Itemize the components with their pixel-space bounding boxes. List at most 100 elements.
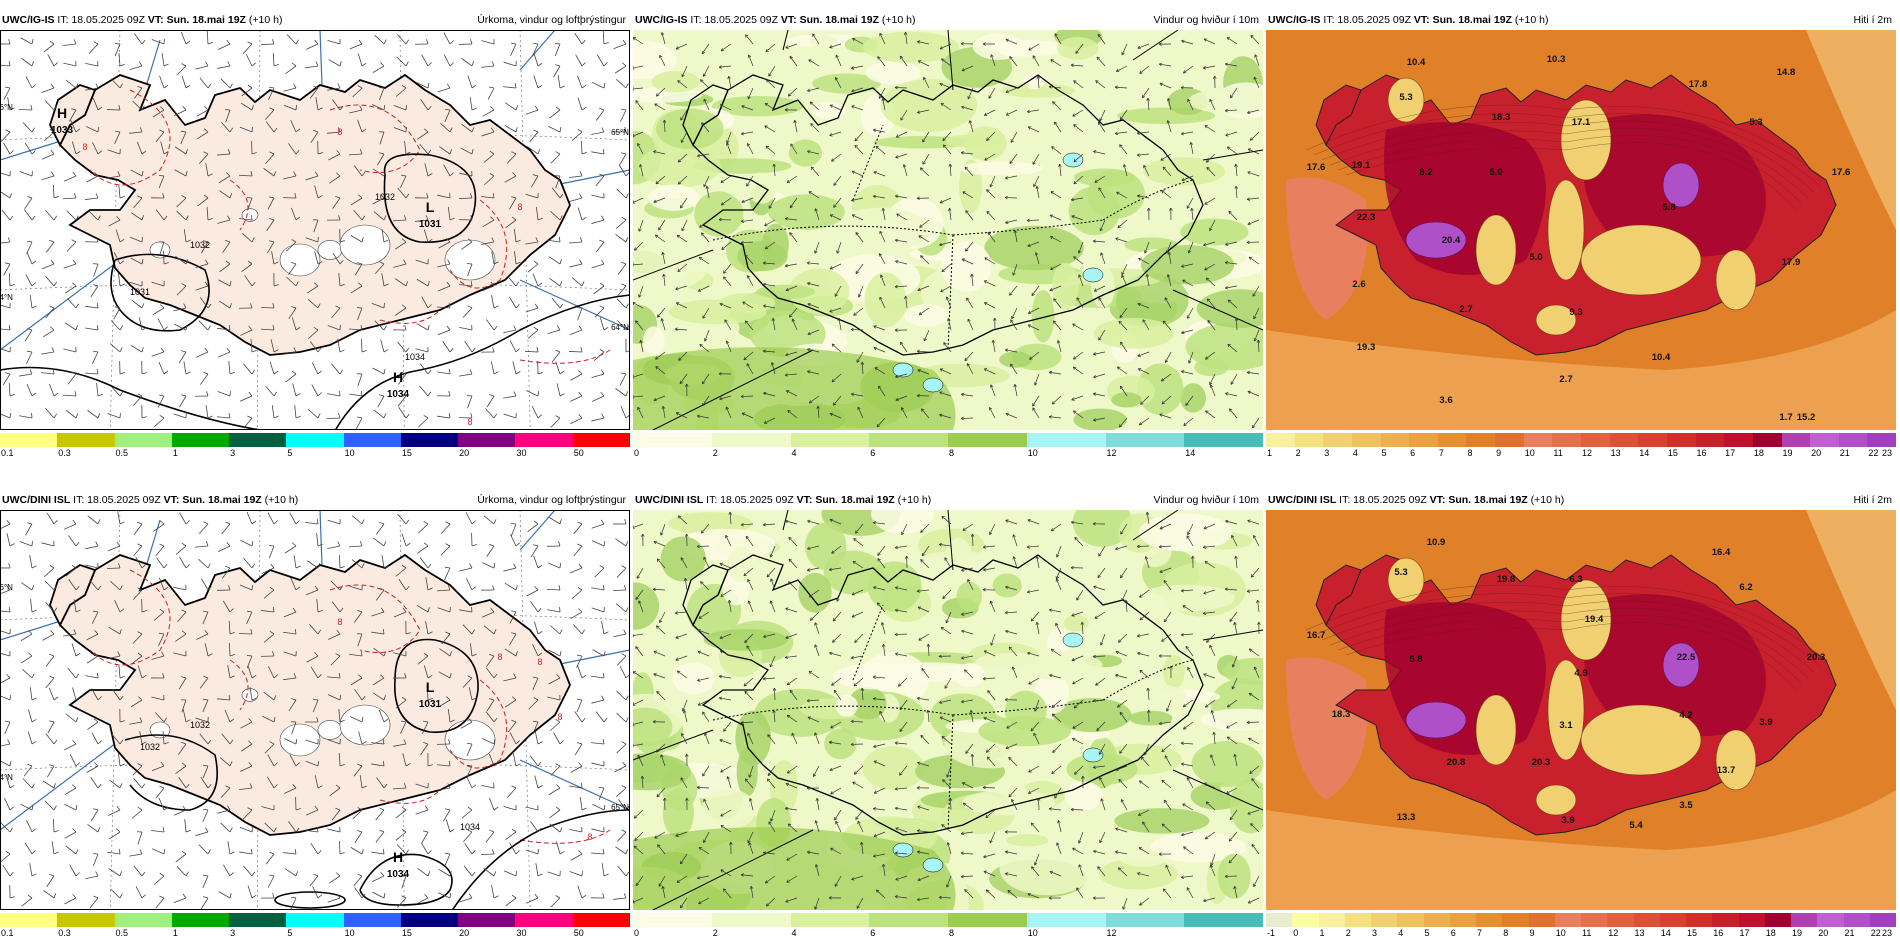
colorbar-tick-label: 19 xyxy=(1782,448,1793,458)
colorbar-swatch xyxy=(1449,913,1476,927)
colorbar-tick-label: 23 xyxy=(1882,928,1893,938)
colorbar-labels: 1 2 3 4 5 6 7 8 9 10 11 12 13 14 15 16 17 18 19 20 21 22 23 xyxy=(1266,448,1896,462)
colorbar-swatch xyxy=(1026,433,1106,447)
colorbar-swatch xyxy=(343,913,401,927)
temperature-value-label: 17.9 xyxy=(1782,257,1801,268)
colorbar-swatch xyxy=(1638,433,1667,447)
colorbar-tick-label: 8 xyxy=(1467,448,1473,458)
colorbar-tick-label: 14 xyxy=(1639,448,1650,458)
temperature-value-label: 3.9 xyxy=(1561,815,1574,826)
colorbar-tick-label: 14 xyxy=(1660,928,1671,938)
valid-time: VT: Sun. 18.mai 19Z xyxy=(1413,14,1512,26)
temperature-value-label: 14.8 xyxy=(1777,67,1796,78)
map-label: 8 xyxy=(557,712,562,722)
colorbar-tick-label: 15 xyxy=(401,928,412,938)
colorbar-swatch xyxy=(1495,433,1524,447)
map-svg: L 1031 H 1034 1032 1032 1034 8 8 8 8 8 66°N 64°N 63°N 6… xyxy=(0,510,630,910)
colorbar-swatch xyxy=(633,433,712,447)
map-area: 10.9 16.4 5.3 19.8 6.3 6.2 16.7 19.4 5.8 22.5 20.3… xyxy=(1266,510,1896,910)
lead-time: (+10 h) xyxy=(1530,494,1565,506)
colorbar-tick-label: 21 xyxy=(1844,928,1855,938)
temperature-value-label: 3.5 xyxy=(1679,800,1693,811)
colorbar-swatch xyxy=(1409,433,1438,447)
map-label: H xyxy=(393,369,403,385)
init-time: IT: 18.05.2025 09Z xyxy=(690,14,778,26)
colorbar-tick-label: 20 xyxy=(1811,448,1822,458)
colorbar-tick-label: 20 xyxy=(1818,928,1829,938)
colorbar-tick-label: 0 xyxy=(634,448,640,458)
colorbar-swatch xyxy=(1817,913,1844,927)
temperature-value-label: 5.3 xyxy=(1749,117,1762,128)
colorbar-swatch xyxy=(869,913,948,927)
colorbar-labels: -1 0 1 2 3 4 5 6 7 8 9 10 11 12 13 14 15 16 17 18 19 20 21 22 23 xyxy=(1266,928,1896,942)
colorbar-swatch xyxy=(711,913,791,927)
colorbar-swatch xyxy=(869,433,948,447)
colorbar-tick-label: 7 xyxy=(1477,928,1483,938)
colorbar-tick-label: 12 xyxy=(1582,448,1593,458)
map-label: 8 xyxy=(82,142,87,152)
map-label: L xyxy=(426,679,435,695)
field-title: Úrkoma, vindur og loftþrýstingur xyxy=(477,494,626,506)
temperature-value-label: 22.5 xyxy=(1677,652,1696,663)
colorbar-tick-label: 15 xyxy=(1687,928,1698,938)
colorbar-swatch xyxy=(572,913,630,927)
colorbar-tick-label: 0.3 xyxy=(58,448,71,458)
colorbar-tick-label: 3 xyxy=(230,928,236,938)
temperature-value-label: 10.3 xyxy=(1547,54,1566,65)
lead-time: (+10 h) xyxy=(248,14,283,26)
wind-arrows xyxy=(633,31,1261,429)
colorbar-tick-label: 16 xyxy=(1696,448,1707,458)
colorbar-tick-label: 18 xyxy=(1765,928,1776,938)
map-label: 1034 xyxy=(387,869,410,880)
colorbar-swatch xyxy=(458,433,516,447)
field-title: Vindur og hviður í 10m xyxy=(1153,14,1259,26)
lead-time: (+10 h) xyxy=(1514,14,1549,26)
colorbar-swatch xyxy=(790,433,870,447)
colorbar-tick-label: 20 xyxy=(459,448,470,458)
temperature-value-label: 13.3 xyxy=(1397,812,1416,823)
colorbar-tick-label: 1 xyxy=(1319,928,1325,938)
panel-header: UWC/DINI ISL IT: 18.05.2025 09Z VT: Sun.… xyxy=(633,490,1263,510)
map-label: 66°N xyxy=(0,583,13,592)
panel-header: UWC/DINI ISL IT: 18.05.2025 09Z VT: Sun.… xyxy=(1266,490,1896,510)
panel-dini-temp: UWC/DINI ISL IT: 18.05.2025 09Z VT: Sun.… xyxy=(1266,490,1896,950)
colorbar-tick-label: 20 xyxy=(459,928,470,938)
model-source: UWC/DINI ISL xyxy=(1268,494,1337,506)
colorbar-swatch xyxy=(1476,913,1503,927)
colorbar-swatch xyxy=(1552,433,1582,447)
valid-time: VT: Sun. 18.mai 19Z xyxy=(147,14,246,26)
model-source: UWC/IG-IS xyxy=(2,14,55,26)
colorbar-tick-label: 5 xyxy=(1381,448,1387,458)
colorbar-tick-label: 21 xyxy=(1839,448,1850,458)
temperature-shading xyxy=(1266,510,1896,910)
colorbar-tick-label: 12 xyxy=(1106,928,1117,938)
colorbar-tick-label: 10 xyxy=(1524,448,1535,458)
colorbar-tick-label: 0 xyxy=(1293,928,1299,938)
colorbar-swatch xyxy=(1397,913,1424,927)
colorbar-tick-label: 4 xyxy=(1352,448,1358,458)
projection-lines xyxy=(633,30,1263,430)
temperature-value-label: 16.4 xyxy=(1712,547,1731,558)
colorbar-tick-label: 3 xyxy=(1372,928,1378,938)
colorbar-swatch xyxy=(1184,433,1263,447)
lead-time: (+10 h) xyxy=(264,494,299,506)
init-time: IT: 18.05.2025 09Z xyxy=(73,494,161,506)
temperature-value-label: 19.3 xyxy=(1357,342,1376,353)
map-label: 8 xyxy=(537,657,542,667)
map-label: 64°N xyxy=(611,323,629,332)
colorbar-swatch xyxy=(1724,433,1753,447)
panel-dini-wind: UWC/DINI ISL IT: 18.05.2025 09Z VT: Sun.… xyxy=(633,490,1263,950)
colorbar-tick-label: 2 xyxy=(1345,928,1351,938)
panel-igis-temp: UWC/IG-IS IT: 18.05.2025 09Z VT: Sun. 18… xyxy=(1266,10,1896,470)
temperature-value-label: 6.2 xyxy=(1739,582,1752,593)
map-label: H xyxy=(393,849,403,865)
init-time: IT: 18.05.2025 09Z xyxy=(706,494,794,506)
wind-barbs xyxy=(0,30,630,430)
temperature-value-label: 5.8 xyxy=(1409,654,1422,665)
colorbar-swatch xyxy=(1554,913,1581,927)
colorbar-swatch xyxy=(114,433,172,447)
colorbar-swatch xyxy=(0,913,58,927)
model-source: UWC/DINI ISL xyxy=(635,494,704,506)
temperature-value-label: 9.3 xyxy=(1569,307,1582,318)
colorbar-tick-label: 11 xyxy=(1553,448,1563,458)
